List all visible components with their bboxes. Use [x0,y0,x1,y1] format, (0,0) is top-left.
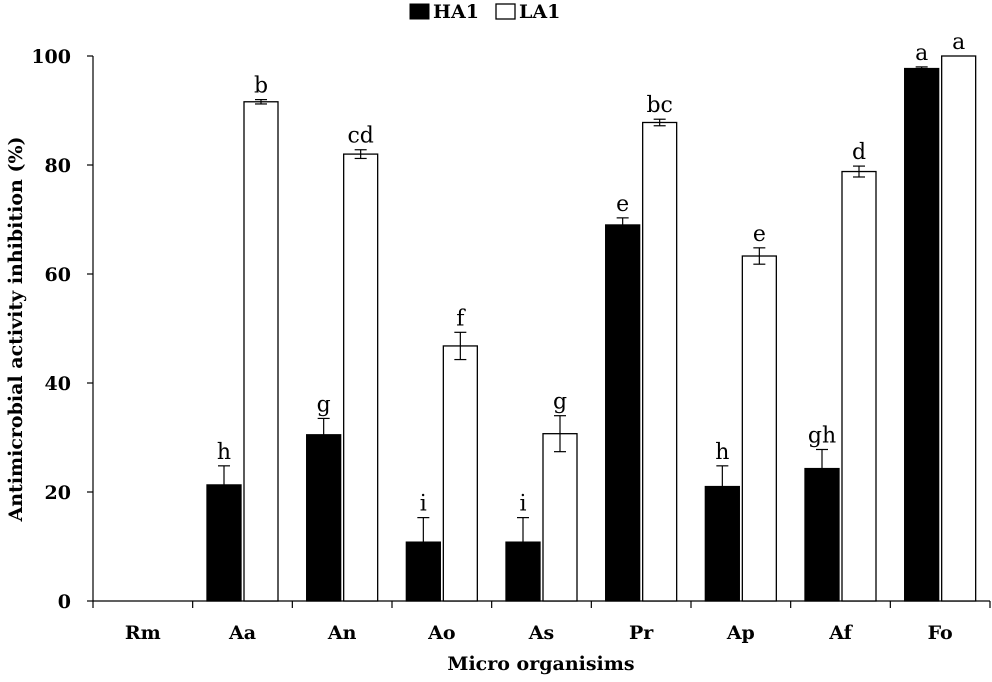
bar-ha1 [306,434,342,602]
significance-label-ha1: h [715,440,729,465]
plot-area: 0 20 40 60 80 100 Rm Aa An Ao As Pr Ap Af Fo h g i i e h gh a b… [31,30,991,644]
legend: HA1 LA1 [409,1,560,23]
bar-la1 [243,101,279,602]
x-tick-label: Rm [125,622,161,644]
legend-swatch-la1 [495,3,516,20]
significance-label-ha1: i [519,492,526,517]
x-tick-label: An [327,622,357,644]
x-tick-label: Af [828,622,853,644]
y-axis-title: Antimicrobial activity inhibition (%) [5,136,27,522]
y-tick-label: 0 [58,591,71,613]
y-tick-label: 20 [45,482,71,504]
legend-swatch-ha1 [409,3,430,20]
x-tick-label: As [528,622,554,644]
significance-label-ha1: h [217,440,231,465]
bar-la1 [343,153,379,602]
significance-label-ha1: a [915,41,928,66]
legend-label-ha1: HA1 [433,1,479,23]
y-tick-label: 80 [45,155,71,177]
x-tick-label: Pr [629,622,654,644]
x-tick-label: Aa [228,622,256,644]
bar-la1 [442,345,478,602]
bar-la1 [542,433,578,602]
significance-label-la1: b [254,74,268,99]
x-tick-label: Ao [427,622,455,644]
significance-label-la1: a [952,30,965,55]
x-tick-label: Fo [928,622,953,644]
significance-label-la1: d [852,140,866,165]
significance-label-ha1: i [420,492,427,517]
x-axis-title: Micro organisims [447,653,634,675]
significance-label-la1: g [553,390,567,415]
bar-la1 [941,55,977,602]
significance-label-la1: bc [646,93,672,118]
significance-label-la1: cd [347,124,373,149]
bar-la1 [642,121,678,602]
bar-la1 [741,255,777,602]
significance-label-ha1: gh [808,423,836,448]
bar-ha1 [904,67,940,602]
significance-label-la1: e [753,222,766,247]
y-tick-label: 60 [45,264,71,286]
significance-label-la1: f [456,306,466,331]
y-tick-label: 100 [31,46,71,68]
legend-label-la1: LA1 [519,1,560,23]
significance-label-ha1: g [317,392,331,417]
bar-ha1 [804,467,840,602]
x-tick-label: Ap [726,622,755,644]
bar-la1 [841,170,877,602]
significance-label-ha1: e [616,192,629,217]
bar-ha1 [605,224,641,602]
y-tick-label: 40 [45,373,71,395]
